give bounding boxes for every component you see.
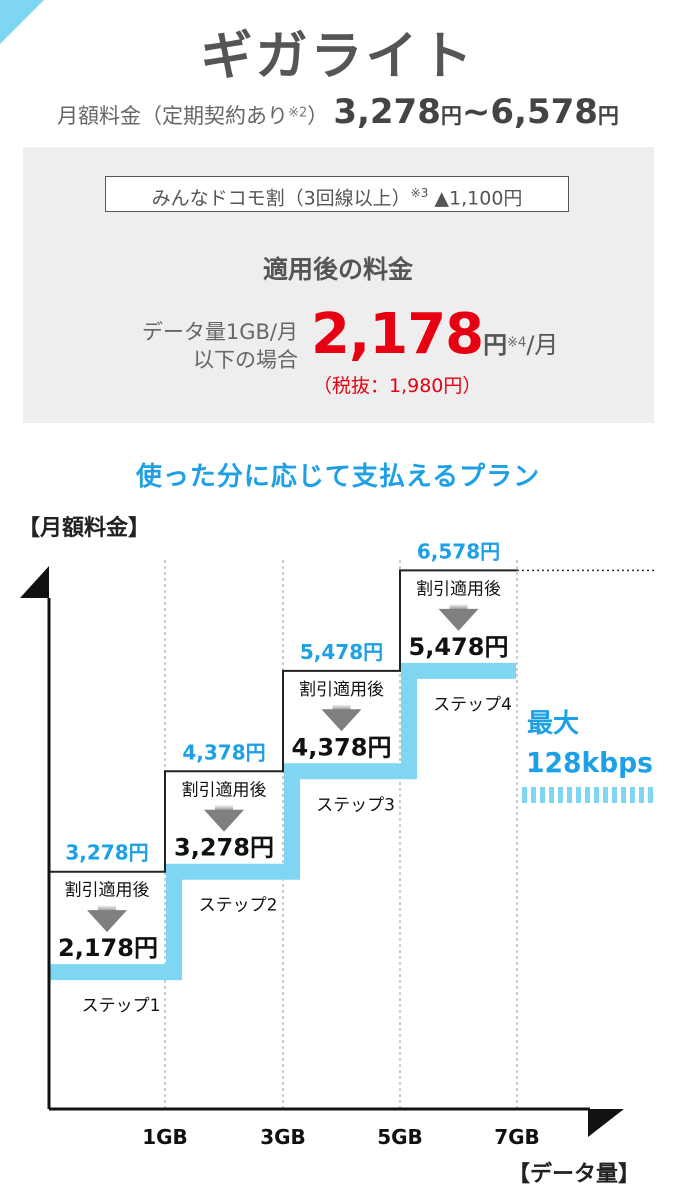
discount-arrow-head: [204, 809, 244, 832]
price-min-yen: 円: [440, 104, 462, 128]
max-speed-label-line1: 最大: [527, 709, 579, 739]
step-name-label: ステップ1: [82, 996, 161, 1016]
discounted-price-yen: 円: [483, 331, 508, 359]
discounted-price-label: 5,478円: [409, 633, 509, 661]
discount-label: みんなドコモ割（3回線以上）: [151, 187, 411, 210]
tax-excluded-price: （税抜：1,980円）: [313, 375, 482, 397]
step-name-label: ステップ3: [316, 795, 395, 815]
discounted-price-label: 3,278円: [174, 834, 274, 862]
after-discount-condition: データ量1GB/月 以下の場合: [70, 318, 298, 374]
regular-price-label: 3,278円: [65, 841, 148, 865]
price-max-yen: 円: [597, 104, 619, 128]
discount-arrow-shaft: [332, 704, 351, 712]
x-tick-label: 3GB: [260, 1125, 306, 1149]
discounted-price-label: 2,178円: [58, 934, 158, 962]
condition-line1: データ量1GB/月: [141, 320, 298, 344]
x-axis-label: 【データ量】: [508, 1162, 641, 1187]
discount-applied-label: 割引適用後: [299, 680, 384, 700]
discount-amount: ▲1,100円: [434, 187, 523, 210]
regular-price-label: 4,378円: [182, 740, 265, 764]
discount-applied-label: 割引適用後: [416, 579, 501, 599]
plan-title: ギガライト: [200, 27, 476, 87]
discounted-price-per: /月: [526, 331, 559, 359]
price-min: 3,278: [333, 92, 441, 132]
discounted-price-label: 4,378円: [292, 733, 392, 761]
condition-line2: 以下の場合: [193, 348, 298, 372]
price-range-label: 月額料金（定期契約あり: [57, 104, 289, 128]
discount-arrow-shaft: [449, 604, 468, 611]
corner-decoration: [0, 0, 44, 44]
discount-arrow-head: [438, 608, 479, 631]
discount-applied-label: 割引適用後: [65, 881, 150, 901]
x-tick-label: 5GB: [377, 1125, 423, 1149]
discount-arrow-shaft: [98, 905, 116, 913]
regular-price-label: 5,478円: [300, 640, 383, 664]
discount-box: みんなドコモ割（3回線以上）※3 ▲1,100円: [105, 176, 569, 212]
x-axis-arrowhead: [588, 1109, 624, 1137]
price-max: 6,578: [490, 92, 598, 132]
step-name-label: ステップ2: [199, 896, 278, 916]
step-name-label: ステップ4: [433, 695, 512, 715]
price-range: 月額料金（定期契約あり※2） 3,278円~6,578円: [0, 92, 676, 132]
price-separator: ~: [461, 92, 491, 132]
y-axis-arrowhead: [20, 566, 49, 598]
regular-step-line: [49, 569, 517, 873]
discount-note: ※3: [410, 186, 429, 200]
price-range-label-close: ）: [307, 104, 329, 128]
discount-arrow-shaft: [215, 805, 233, 812]
y-axis-label: 【月額料金】: [18, 516, 151, 541]
discounted-price-note: ※4: [507, 335, 527, 351]
regular-price-label: 6,578円: [417, 539, 500, 563]
plan-subheading: 使った分に応じて支払えるプラン: [135, 462, 541, 492]
price-range-note: ※2: [288, 105, 308, 121]
discount-arrow-head: [87, 910, 127, 933]
discount-applied-label: 割引適用後: [182, 780, 267, 800]
x-tick-label: 1GB: [142, 1125, 188, 1149]
discounted-price-value: 2,178: [311, 302, 484, 367]
discounted-price: 2,178円※4/月: [311, 302, 558, 367]
discount-arrow-head: [321, 709, 362, 732]
x-tick-label: 7GB: [494, 1125, 540, 1149]
after-discount-heading: 適用後の料金: [262, 255, 413, 284]
max-speed-label-line2: 128kbps: [526, 746, 653, 779]
discounted-step-line: [49, 662, 516, 981]
